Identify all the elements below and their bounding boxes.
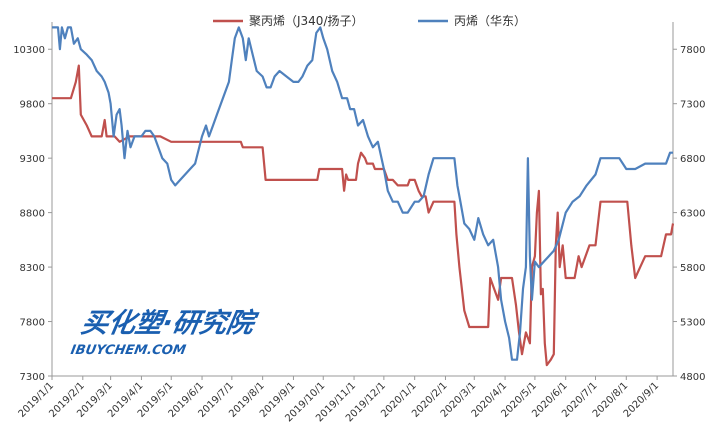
legend-label: 聚丙烯（J340/扬子） [249, 13, 364, 28]
right-y-axis: 4800 5300 5800 6300 6800 7300 7800 [672, 22, 705, 383]
right-tick-label: 4800 [680, 372, 705, 383]
left-y-axis: 7300 7800 8300 8800 9300 9800 10300 [13, 22, 53, 383]
watermark-site-text: IBUYCHEM.COM [69, 343, 187, 358]
series-lines [52, 26, 675, 367]
left-tick-label: 9800 [20, 100, 45, 111]
left-tick-label: 10300 [13, 45, 45, 56]
left-tick-label: 7300 [20, 372, 45, 383]
right-tick-label: 7800 [680, 45, 705, 56]
watermark-brand-text: 买化塑·研究院 [79, 308, 261, 339]
left-tick-label: 8800 [20, 209, 45, 220]
chart-legend: 聚丙烯（J340/扬子） 丙烯（华东） [213, 13, 526, 28]
right-tick-label: 7300 [680, 100, 705, 111]
watermark-logo: 买化塑·研究院 IBUYCHEM.COM [69, 308, 261, 358]
legend-label: 丙烯（华东） [454, 14, 526, 28]
series-line-1 [52, 64, 675, 367]
right-tick-label: 6300 [680, 209, 705, 220]
left-tick-label: 9300 [20, 154, 45, 165]
right-tick-label: 6800 [680, 154, 705, 165]
x-axis: 2019/1/12019/2/12019/3/12019/4/12019/5/1… [17, 375, 673, 424]
left-tick-label: 7800 [20, 318, 45, 329]
series-line-2 [52, 26, 673, 361]
right-tick-label: 5800 [680, 263, 705, 274]
right-tick-label: 5300 [680, 318, 705, 329]
left-tick-label: 8300 [20, 263, 45, 274]
